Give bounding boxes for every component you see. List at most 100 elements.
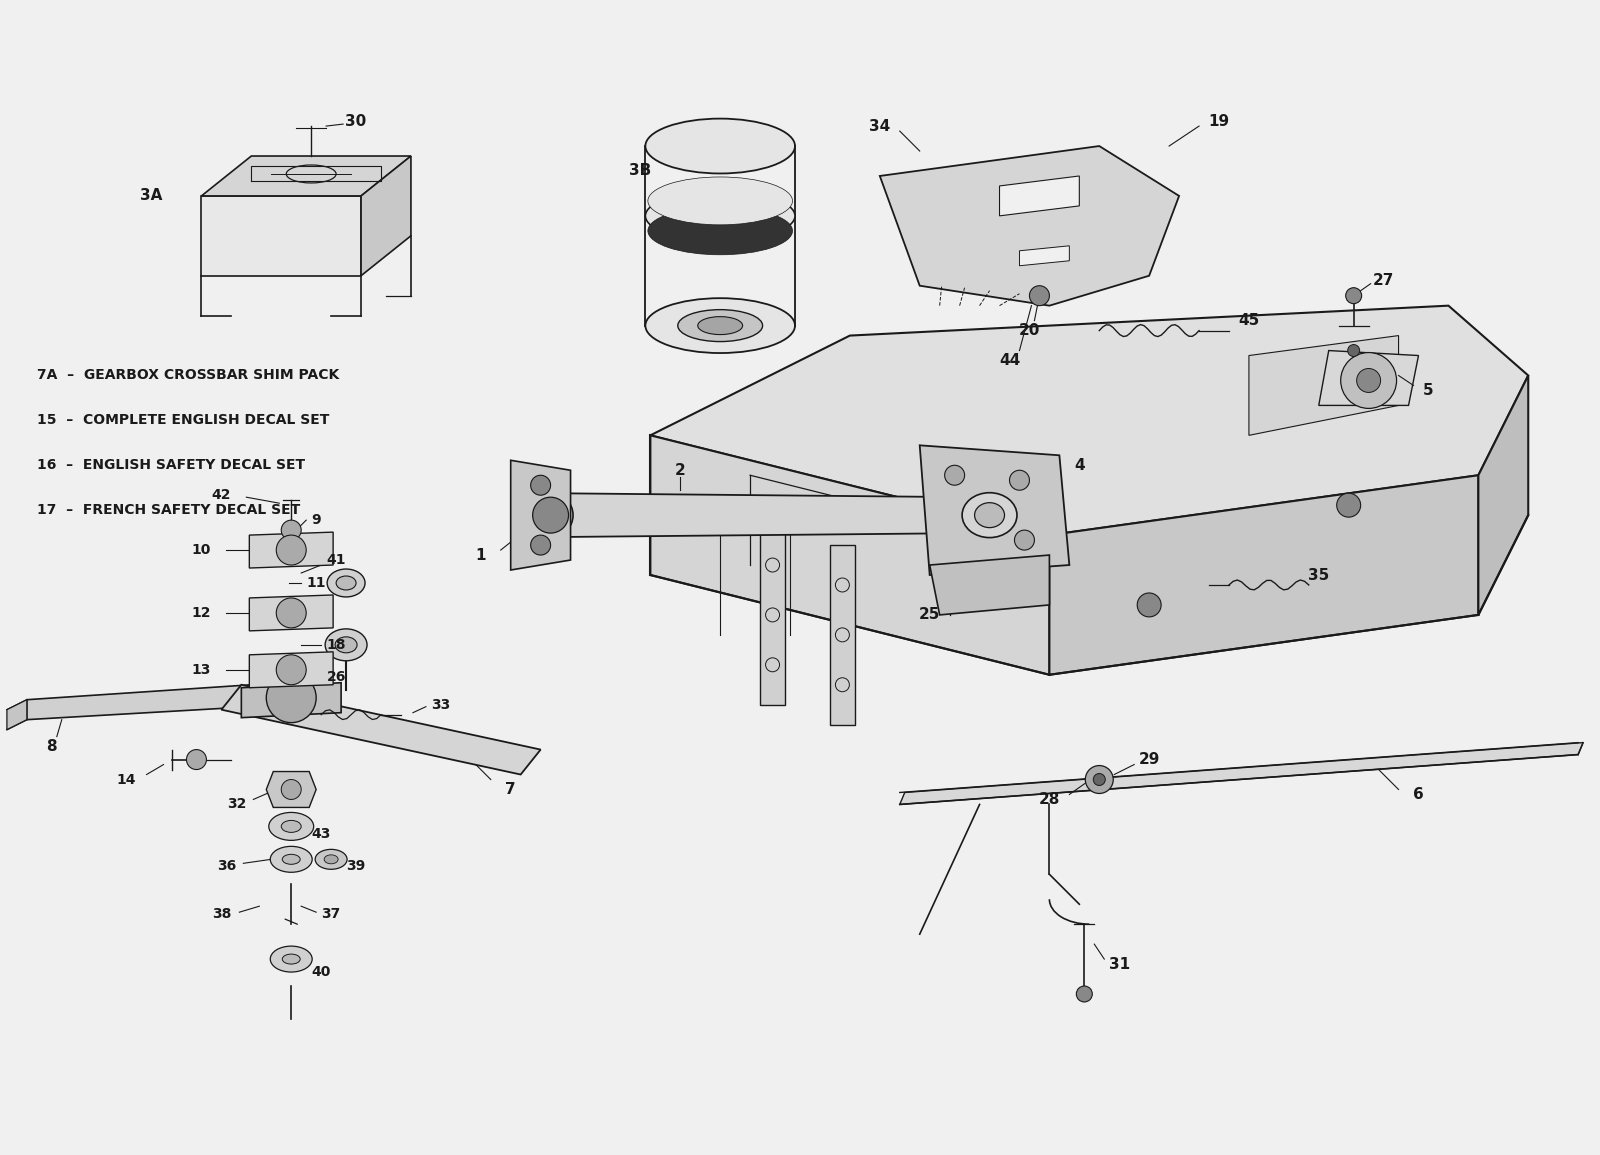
Circle shape bbox=[277, 598, 306, 628]
Circle shape bbox=[531, 535, 550, 556]
Text: 31: 31 bbox=[1109, 956, 1130, 971]
Circle shape bbox=[1077, 986, 1093, 1003]
Text: 25: 25 bbox=[918, 608, 941, 623]
Text: 44: 44 bbox=[998, 353, 1021, 368]
Text: 14: 14 bbox=[117, 773, 136, 787]
Polygon shape bbox=[830, 545, 854, 724]
Polygon shape bbox=[650, 435, 1050, 675]
Text: 3A: 3A bbox=[141, 188, 163, 203]
Ellipse shape bbox=[645, 298, 795, 353]
Ellipse shape bbox=[282, 820, 301, 833]
Polygon shape bbox=[202, 196, 362, 276]
Polygon shape bbox=[221, 685, 541, 775]
Text: 28: 28 bbox=[1038, 792, 1061, 807]
Polygon shape bbox=[27, 685, 251, 720]
Polygon shape bbox=[1000, 176, 1080, 216]
Text: 13: 13 bbox=[192, 663, 211, 677]
Polygon shape bbox=[202, 156, 411, 196]
Circle shape bbox=[944, 465, 965, 485]
Text: 45: 45 bbox=[1238, 313, 1259, 328]
Ellipse shape bbox=[325, 628, 366, 661]
Polygon shape bbox=[1478, 375, 1528, 614]
Text: 3B: 3B bbox=[629, 164, 651, 179]
Ellipse shape bbox=[282, 954, 301, 964]
Circle shape bbox=[1347, 344, 1360, 357]
Circle shape bbox=[531, 475, 550, 495]
Polygon shape bbox=[1318, 351, 1419, 405]
Polygon shape bbox=[930, 556, 1050, 614]
Text: 4: 4 bbox=[1074, 457, 1085, 472]
Text: 7A  –  GEARBOX CROSSBAR SHIM PACK: 7A – GEARBOX CROSSBAR SHIM PACK bbox=[37, 368, 339, 382]
Ellipse shape bbox=[962, 493, 1018, 537]
Ellipse shape bbox=[645, 191, 795, 240]
Text: 2: 2 bbox=[675, 463, 686, 478]
Circle shape bbox=[277, 655, 306, 685]
Text: 36: 36 bbox=[216, 859, 237, 873]
Text: 12: 12 bbox=[192, 606, 211, 620]
Text: 37: 37 bbox=[322, 907, 341, 922]
Text: 42: 42 bbox=[211, 489, 230, 502]
Text: 34: 34 bbox=[869, 119, 891, 134]
Circle shape bbox=[282, 780, 301, 799]
Circle shape bbox=[266, 672, 317, 723]
Circle shape bbox=[1029, 285, 1050, 306]
Circle shape bbox=[1010, 470, 1029, 490]
Circle shape bbox=[1341, 352, 1397, 409]
Text: 26: 26 bbox=[326, 670, 346, 684]
Polygon shape bbox=[880, 146, 1179, 306]
Polygon shape bbox=[362, 156, 411, 276]
Ellipse shape bbox=[315, 849, 347, 870]
Circle shape bbox=[1014, 530, 1035, 550]
Circle shape bbox=[533, 497, 568, 534]
Polygon shape bbox=[242, 683, 341, 717]
Polygon shape bbox=[1019, 246, 1069, 266]
Ellipse shape bbox=[648, 207, 792, 255]
Text: 35: 35 bbox=[1309, 567, 1330, 582]
Text: 18: 18 bbox=[326, 638, 346, 651]
Text: 19: 19 bbox=[1208, 113, 1229, 128]
Polygon shape bbox=[266, 772, 317, 807]
Ellipse shape bbox=[326, 569, 365, 597]
Text: 41: 41 bbox=[326, 553, 346, 567]
Circle shape bbox=[1085, 766, 1114, 793]
Circle shape bbox=[1336, 493, 1360, 517]
Circle shape bbox=[1093, 774, 1106, 785]
Text: 38: 38 bbox=[211, 907, 230, 922]
Polygon shape bbox=[650, 306, 1528, 535]
Text: 15  –  COMPLETE ENGLISH DECAL SET: 15 – COMPLETE ENGLISH DECAL SET bbox=[37, 413, 330, 427]
Text: 6: 6 bbox=[1413, 787, 1424, 802]
Text: 39: 39 bbox=[347, 859, 366, 873]
Text: 30: 30 bbox=[346, 113, 366, 128]
Text: 8: 8 bbox=[46, 739, 58, 754]
Text: 33: 33 bbox=[432, 698, 451, 711]
Ellipse shape bbox=[269, 812, 314, 841]
Polygon shape bbox=[899, 743, 1582, 804]
Polygon shape bbox=[250, 532, 333, 568]
Ellipse shape bbox=[974, 502, 1005, 528]
Circle shape bbox=[1138, 593, 1162, 617]
Circle shape bbox=[187, 750, 206, 769]
Ellipse shape bbox=[528, 493, 573, 537]
Circle shape bbox=[1346, 288, 1362, 304]
Polygon shape bbox=[550, 493, 970, 537]
Ellipse shape bbox=[282, 855, 301, 864]
Text: 43: 43 bbox=[312, 827, 331, 841]
Ellipse shape bbox=[678, 310, 763, 342]
Text: 10: 10 bbox=[192, 543, 211, 557]
Text: 1: 1 bbox=[475, 547, 486, 562]
Text: 17  –  FRENCH SAFETY DECAL SET: 17 – FRENCH SAFETY DECAL SET bbox=[37, 504, 301, 517]
Polygon shape bbox=[760, 526, 786, 705]
Circle shape bbox=[277, 535, 306, 565]
Text: 40: 40 bbox=[312, 966, 331, 979]
Polygon shape bbox=[6, 700, 27, 730]
Polygon shape bbox=[1250, 336, 1398, 435]
Polygon shape bbox=[1050, 475, 1478, 675]
Text: 5: 5 bbox=[1422, 383, 1434, 398]
Text: 16  –  ENGLISH SAFETY DECAL SET: 16 – ENGLISH SAFETY DECAL SET bbox=[37, 459, 306, 472]
Ellipse shape bbox=[334, 636, 357, 653]
Ellipse shape bbox=[270, 847, 312, 872]
Text: 9: 9 bbox=[312, 513, 322, 527]
Circle shape bbox=[1357, 368, 1381, 393]
Text: 11: 11 bbox=[307, 576, 326, 590]
Polygon shape bbox=[250, 595, 333, 631]
